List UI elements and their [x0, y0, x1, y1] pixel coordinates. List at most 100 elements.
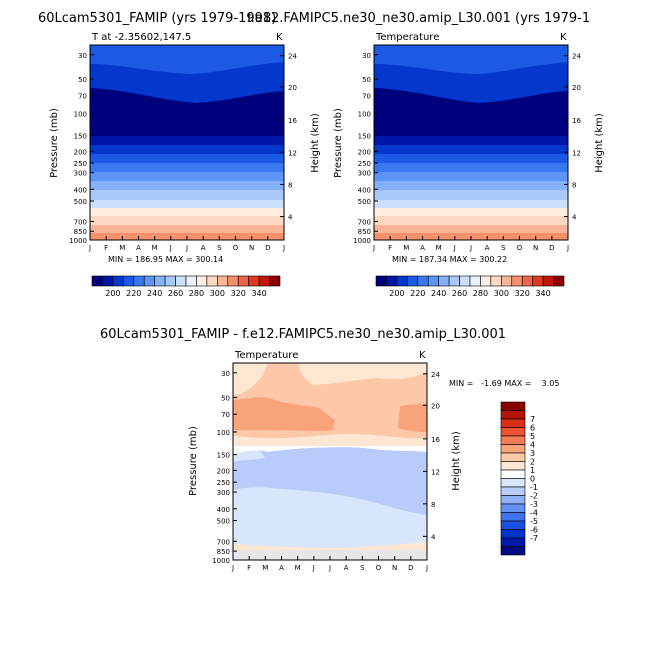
colorbar-label: 300 [494, 289, 509, 298]
colorbar-swatch [217, 275, 229, 287]
colorbar-label: 200 [389, 289, 404, 298]
height-tick-label: 8 [288, 181, 292, 189]
colorbar-swatch [500, 461, 526, 471]
x-tick-label: J [372, 244, 375, 252]
x-tick-label: M [119, 244, 125, 252]
x-tick-label: M [436, 244, 442, 252]
colorbar-swatch [501, 275, 513, 287]
pressure-tick-label: 50 [362, 76, 371, 84]
colorbar-label: 260 [168, 289, 183, 298]
colorbar-swatch [459, 275, 471, 287]
x-tick-label: D [265, 244, 270, 252]
colorbar-swatch [500, 410, 526, 420]
pressure-tick-label: 500 [217, 518, 230, 526]
colorbar-swatch [248, 275, 260, 287]
height-tick-label: 12 [431, 468, 440, 476]
x-tick-label: D [549, 244, 554, 252]
colorbar-swatch [375, 275, 387, 287]
x-tick-label: A [485, 244, 490, 252]
colorbar-swatch [112, 275, 124, 287]
left-minmax: MIN = 186.95 MAX = 300.14 [108, 255, 223, 264]
pressure-tick-label: 300 [74, 170, 87, 178]
diff-light-band [233, 434, 427, 446]
pressure-tick-label: 700 [358, 218, 371, 226]
height-tick-label: 16 [431, 436, 440, 444]
colorbar-swatch [500, 512, 526, 522]
x-tick-label: J [425, 564, 428, 572]
right-contour-field [374, 45, 568, 240]
colorbar-swatch [396, 275, 408, 287]
x-tick-label: J [185, 244, 188, 252]
x-tick-label: J [231, 564, 234, 572]
colorbar-swatch [438, 275, 450, 287]
x-tick-label: J [312, 564, 315, 572]
height-tick-label: 4 [288, 214, 293, 222]
colorbar-swatch [500, 529, 526, 539]
x-tick-label: O [233, 244, 239, 252]
colorbar-swatch [123, 275, 135, 287]
pressure-tick-label: 850 [74, 228, 87, 236]
colorbar-swatch [143, 275, 155, 287]
colorbar-swatch [500, 427, 526, 437]
right-temperature-panel: Temperature K Pressure (mb) Height (km) … [333, 32, 605, 298]
height-tick-label: 12 [288, 149, 297, 157]
right-band-top [374, 45, 568, 74]
colorbar-swatch [480, 275, 492, 287]
colorbar-swatch [500, 418, 526, 428]
right-band-tropopause [374, 88, 568, 136]
right-axis-ticks: J F M A M J J A S O N D J 30 50 70 100 150 200 250 300 400 500… [353, 52, 581, 252]
colorbar-label: 300 [210, 289, 225, 298]
pressure-tick-label: 70 [78, 93, 87, 101]
colorbar-label: -7 [530, 534, 538, 543]
colorbar-label: -3 [530, 500, 538, 509]
right-minmax: MIN = 187.34 MAX = 300.22 [392, 255, 507, 264]
colorbar-swatch [490, 275, 502, 287]
left-colorbar: 200 220 240 260 280 300 320 340 [91, 275, 281, 298]
colorbar-label: 220 [410, 289, 425, 298]
pressure-tick-label: 30 [221, 370, 230, 378]
left-units: K [276, 32, 283, 43]
colorbar-label: 260 [452, 289, 467, 298]
colorbar-label: 6 [530, 424, 535, 433]
difference-subtitle: Temperature [234, 350, 298, 361]
x-tick-label: J [169, 244, 172, 252]
colorbar-label: 4 [530, 441, 535, 450]
difference-ylabel-right: Height (km) [451, 431, 462, 491]
diff-light-left [233, 363, 268, 396]
colorbar-label: 7 [530, 415, 535, 424]
x-tick-label: F [247, 564, 251, 572]
colorbar-swatch [175, 275, 187, 287]
x-tick-label: N [392, 564, 397, 572]
colorbar-label: 0 [530, 475, 535, 484]
x-tick-label: J [566, 244, 569, 252]
colorbar-swatch [500, 537, 526, 547]
x-tick-label: J [88, 244, 91, 252]
left-band-tropopause [90, 88, 284, 136]
height-tick-label: 16 [572, 117, 581, 125]
colorbar-swatch [164, 275, 176, 287]
colorbar-swatch [542, 275, 554, 287]
difference-panel: Temperature K Pressure (mb) Height (km) … [188, 350, 559, 572]
colorbar-swatch [521, 275, 533, 287]
x-tick-label: F [388, 244, 392, 252]
x-tick-label: O [517, 244, 523, 252]
colorbar-label: 220 [126, 289, 141, 298]
x-tick-label: S [501, 244, 506, 252]
x-tick-label: O [376, 564, 382, 572]
x-tick-label: J [282, 244, 285, 252]
colorbar-swatch [407, 275, 419, 287]
colorbar-swatch [196, 275, 208, 287]
colorbar-swatch [227, 275, 239, 287]
diff-warm-core-right [398, 404, 427, 432]
colorbar-swatch [448, 275, 460, 287]
pressure-tick-label: 400 [217, 506, 230, 514]
left-axis-ticks: J F M A M J J A S O N D J 30 50 70 100 150 200 250 300 400 500… [69, 52, 297, 252]
colorbar-swatch [500, 546, 526, 556]
x-tick-label: M [403, 244, 409, 252]
pressure-tick-label: 300 [217, 489, 230, 497]
pressure-tick-label: 250 [358, 160, 371, 168]
left-ylabel-right: Height (km) [310, 113, 321, 173]
colorbar-label: 340 [251, 289, 266, 298]
height-tick-label: 16 [288, 117, 297, 125]
